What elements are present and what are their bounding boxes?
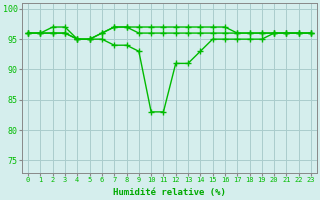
X-axis label: Humidité relative (%): Humidité relative (%) [113,188,226,197]
